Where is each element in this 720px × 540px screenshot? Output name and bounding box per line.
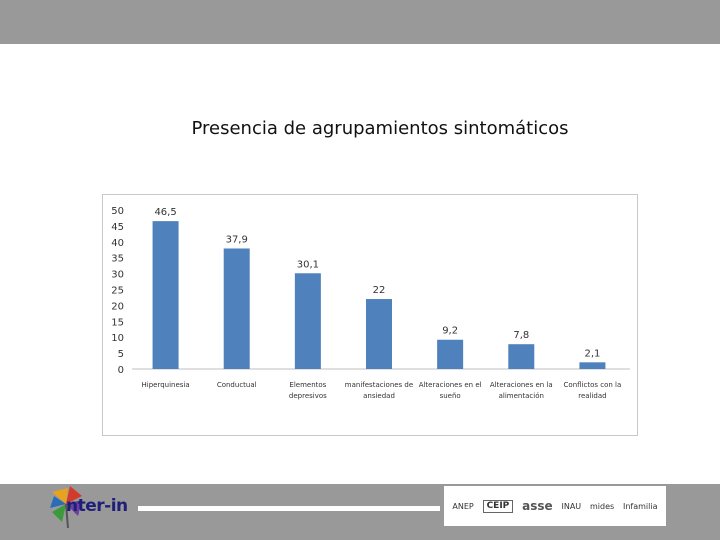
y-tick-label: 45 (111, 222, 124, 233)
sponsor-asse: asse (522, 498, 553, 513)
bar (508, 344, 535, 369)
x-tick-label: depresivos (289, 392, 327, 400)
bar (294, 273, 321, 369)
x-tick-label: sueño (440, 392, 461, 400)
y-tick-label: 10 (111, 333, 124, 344)
data-label: 9,2 (442, 326, 458, 337)
bar (223, 248, 250, 369)
x-tick-label: alimentación (499, 392, 544, 400)
sponsor-ceip: CEIP (482, 499, 514, 513)
y-tick-label: 15 (111, 317, 124, 328)
data-label: 2,1 (584, 348, 600, 359)
data-label: 30,1 (297, 259, 319, 270)
bar (437, 339, 464, 369)
x-tick-label: manifestaciones de (345, 381, 413, 389)
x-tick-label: Conflictos con la (564, 381, 622, 389)
x-tick-label: Conductual (217, 381, 257, 389)
sponsor-mides: mides (589, 501, 615, 511)
bar (152, 221, 179, 369)
bar (579, 362, 606, 369)
slide-title: Presencia de agrupamientos sintomáticos (191, 118, 569, 139)
x-tick-label: Alteraciones en el (419, 381, 482, 389)
sponsor-infamilia: Infamilia (622, 501, 658, 511)
y-tick-label: 20 (111, 301, 124, 312)
data-label: 22 (373, 285, 386, 296)
y-tick-label: 5 (118, 349, 124, 360)
sponsor-anep: ANEP (452, 501, 474, 511)
data-label: 46,5 (154, 207, 176, 218)
y-tick-label: 30 (111, 270, 124, 281)
y-tick-label: 50 (111, 206, 124, 217)
x-tick-label: ansiedad (363, 392, 395, 400)
sponsor-inau: INAU (561, 501, 582, 511)
y-tick-label: 40 (111, 238, 124, 249)
x-tick-label: Hiperquinesia (141, 381, 189, 389)
bar (366, 299, 392, 369)
x-tick-label: Elementos (289, 381, 326, 389)
top-bar (0, 0, 720, 44)
x-tick-label: realidad (578, 392, 606, 400)
brand-wordmark: nter-in (66, 496, 128, 516)
data-label: 37,9 (226, 234, 248, 245)
pinwheel-logo-icon (50, 486, 82, 529)
data-label: 7,8 (513, 330, 529, 341)
footer-divider-line (138, 506, 440, 511)
x-tick-label: Alteraciones en la (490, 381, 553, 389)
y-tick-label: 25 (111, 286, 124, 297)
sponsor-logos: ANEP CEIP asse INAU mides Infamilia (444, 486, 666, 526)
y-tick-label: 0 (118, 365, 124, 376)
y-tick-label: 35 (111, 254, 124, 265)
bar-chart: 0 5 10 15 20 25 30 35 40 45 50 46,5 Hiperquinesia 37,… (111, 206, 630, 400)
